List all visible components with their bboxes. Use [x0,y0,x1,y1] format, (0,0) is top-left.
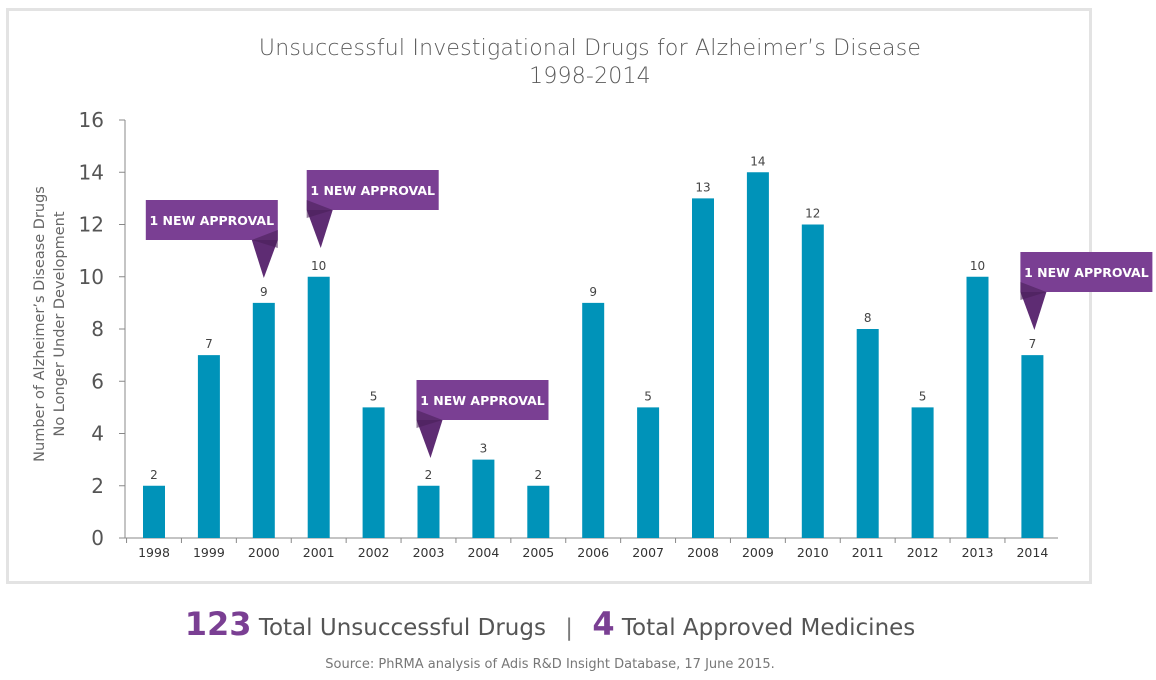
approval-pointer-2014 [1020,292,1047,330]
chart-title: Unsuccessful Investigational Drugs for A… [258,36,922,61]
y-tick-label: 6 [91,369,104,393]
data-label-2014: 7 [1029,337,1037,351]
x-tick-label-2003: 2003 [413,545,445,560]
data-label-2002: 5 [370,389,378,403]
bar-2012 [911,407,934,538]
data-label-2009: 14 [750,154,765,168]
approval-fold-2014 [1020,282,1047,300]
x-tick-label-2014: 2014 [1016,545,1048,560]
data-label-1999: 7 [205,337,213,351]
source-note: Source: PhRMA analysis of Adis R&D Insig… [325,657,775,672]
data-label-2008: 13 [695,180,710,194]
approval-label-2014: 1 NEW APPROVAL [1024,265,1149,280]
data-label-2012: 5 [919,389,927,403]
data-label-1998: 2 [150,468,158,482]
approval-fold-2003 [416,410,443,428]
bar-2000 [252,302,275,538]
x-tick-label-2002: 2002 [358,545,390,560]
bar-1999 [197,355,220,538]
approval-label-2001: 1 NEW APPROVAL [310,183,435,198]
approved-count: 4 [592,605,615,643]
x-tick-label-2007: 2007 [632,545,664,560]
approval-banner-2003 [416,380,549,420]
bar-2014 [1021,355,1044,538]
unsuccessful-label: Total Unsuccessful Drugs [258,615,546,641]
data-label-2007: 5 [644,389,652,403]
y-tick-label: 14 [79,160,104,184]
data-label-2013: 10 [970,259,985,273]
approval-fold-2001 [306,200,333,218]
y-tick-label: 4 [91,422,104,446]
data-label-2001: 10 [311,259,326,273]
unsuccessful-count: 123 [184,605,252,643]
approval-fold-2000 [251,230,278,248]
bar-2010 [801,224,824,538]
data-label-2004: 3 [480,442,488,456]
bar-1998 [143,485,165,538]
y-axis-title-line2: No Longer Under Development [52,211,68,436]
x-tick-label-2013: 2013 [962,545,994,560]
data-label-2011: 8 [864,311,872,325]
x-tick-label-2006: 2006 [577,545,609,560]
y-tick-label: 8 [91,317,104,341]
x-tick-label-2005: 2005 [522,545,554,560]
x-tick-label-2000: 2000 [248,545,280,560]
x-tick-label-2009: 2009 [742,545,774,560]
bar-2004 [472,459,495,538]
summary-separator: | [565,615,573,641]
bar-2001 [307,276,330,538]
data-label-2003: 2 [425,468,433,482]
approval-pointer-2003 [416,420,443,458]
bar-2009 [746,172,769,538]
bar-2002 [362,407,385,538]
approval-pointer-2001 [306,210,333,248]
y-tick-label: 10 [79,265,104,289]
y-tick-label: 0 [91,526,104,550]
bar-2011 [856,329,879,538]
chart-subtitle: 1998-2014 [529,64,651,89]
approved-label: Total Approved Medicines [621,615,916,641]
data-label-2006: 9 [589,285,597,299]
bar-2007 [637,407,660,538]
x-tick-label-2008: 2008 [687,545,719,560]
data-label-2005: 2 [534,468,542,482]
y-axis-title-line1: Number of Alzheimer’s Disease Drugs [32,186,48,462]
data-label-2000: 9 [260,285,268,299]
y-tick-label: 2 [91,474,104,498]
x-tick-label-2012: 2012 [907,545,939,560]
summary-line: 123 Total Unsuccessful Drugs | 4 Total A… [0,605,1100,643]
x-tick-label-2010: 2010 [797,545,829,560]
x-tick-label-2004: 2004 [467,545,499,560]
x-tick-label-2001: 2001 [303,545,335,560]
approval-pointer-2000 [251,240,278,278]
y-tick-label: 12 [79,213,104,237]
x-tick-label-1998: 1998 [138,545,170,560]
x-tick-label-1999: 1999 [193,545,225,560]
data-label-2010: 12 [805,207,820,221]
y-tick-label: 16 [79,108,104,132]
bar-chart: 0 2 4 6 8 10 12 14 16 Number of Alzheimer’s Disea… [32,108,1153,560]
approval-banner-2014 [1020,252,1153,292]
x-tick-label-2011: 2011 [852,545,884,560]
bar-2005 [527,485,550,538]
bar-2013 [966,276,989,538]
bar-2003 [417,485,440,538]
bar-2006 [582,302,605,538]
approval-banner-2001 [306,170,439,210]
bar-2008 [692,198,714,538]
approval-banner-2000 [145,200,278,240]
approval-label-2003: 1 NEW APPROVAL [420,393,545,408]
approval-label-2000: 1 NEW APPROVAL [150,213,275,228]
